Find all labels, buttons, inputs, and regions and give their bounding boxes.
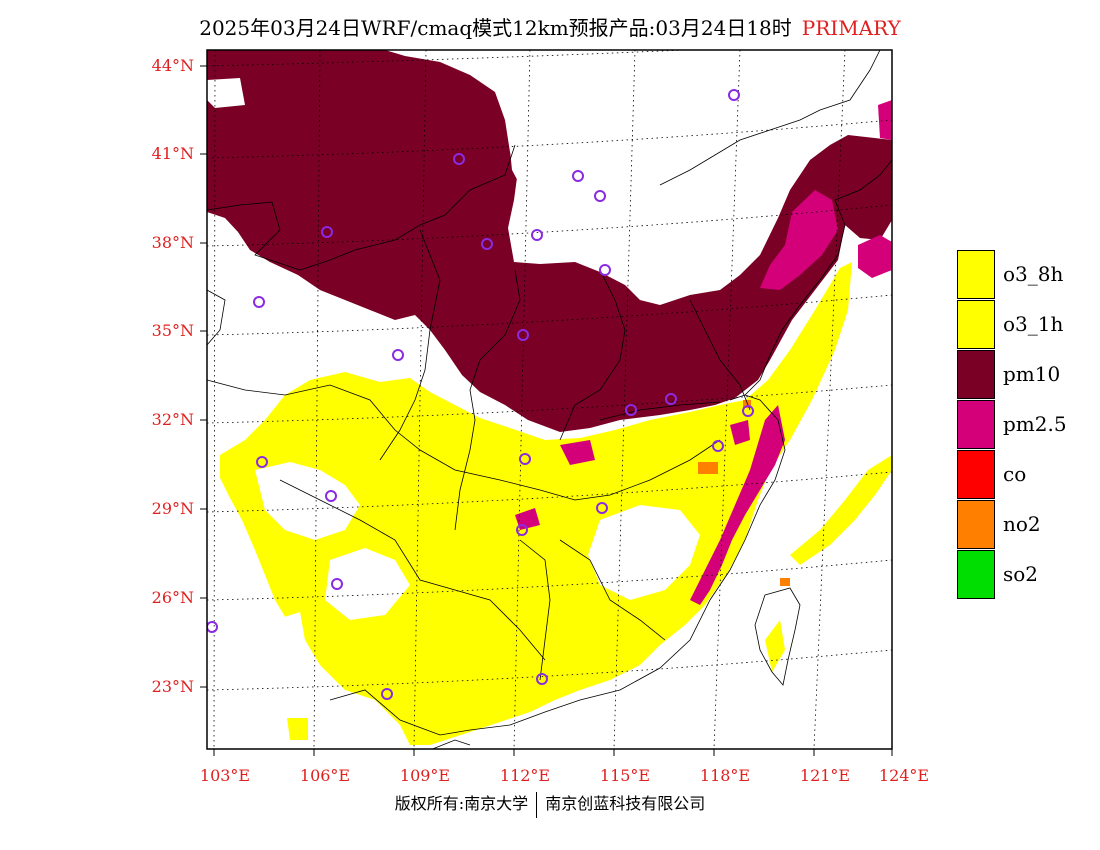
pm10-region [207, 50, 892, 432]
pm25-region-ne [760, 190, 838, 290]
legend-swatch [957, 300, 995, 349]
map-frame [206, 49, 893, 750]
legend-swatch [957, 250, 995, 299]
lat-label: 23°N [151, 677, 194, 696]
legend-label: o3_1h [1003, 312, 1064, 336]
lon-label: 106°E [299, 766, 351, 785]
lat-label: 41°N [151, 144, 194, 163]
legend-swatch [957, 350, 995, 399]
copyright-left: 版权所有:南京大学 [394, 794, 529, 813]
lat-label: 35°N [151, 321, 194, 340]
legend-swatch [957, 400, 995, 449]
lon-label: 124°E [878, 766, 930, 785]
boundaries [207, 50, 892, 749]
legend-label: no2 [1003, 512, 1041, 536]
no2-patch [698, 462, 718, 474]
lat-label: 32°N [151, 410, 194, 429]
ticks [200, 65, 893, 756]
legend-label: so2 [1003, 562, 1039, 586]
lon-label: 112°E [499, 766, 551, 785]
legend-swatch [957, 500, 995, 549]
legend-item: no2 [957, 500, 1097, 550]
copyright-right: 南京创蓝科技有限公司 [545, 794, 706, 813]
legend-item: pm2.5 [957, 400, 1097, 450]
legend-item: so2 [957, 550, 1097, 600]
copyright-separator [536, 791, 538, 818]
lon-label: 103°E [199, 766, 251, 785]
lat-label: 26°N [151, 588, 194, 607]
title-text: 2025年03月24日WRF/cmaq模式12km预报产品:03月24日18时 [199, 16, 792, 40]
legend-item: o3_8h [957, 250, 1097, 300]
title-tag: PRIMARY [801, 16, 901, 40]
lon-label: 118°E [699, 766, 751, 785]
legend-label: pm2.5 [1003, 412, 1067, 436]
legend-item: o3_1h [957, 300, 1097, 350]
lat-label: 44°N [151, 56, 194, 75]
legend-item: co [957, 450, 1097, 500]
pm25-region-coast [690, 405, 785, 605]
map-title: 2025年03月24日WRF/cmaq模式12km预报产品:03月24日18时 P… [0, 12, 1100, 41]
lat-label: 38°N [151, 233, 194, 252]
legend-swatch [957, 550, 995, 599]
lon-label: 109°E [399, 766, 451, 785]
lat-label: 29°N [151, 499, 194, 518]
o3-region-south [220, 262, 852, 745]
legend-swatch [957, 450, 995, 499]
legend-label: pm10 [1003, 362, 1061, 386]
legend-label: co [1003, 462, 1027, 486]
legend-item: pm10 [957, 350, 1097, 400]
site-markers [207, 89, 754, 700]
lon-label: 121°E [799, 766, 851, 785]
legend-label: o3_8h [1003, 262, 1064, 286]
legend: o3_8h o3_1h pm10 pm2.5 co no2 so2 [957, 250, 1097, 600]
copyright: 版权所有:南京大学 南京创蓝科技有限公司 [0, 790, 1100, 818]
lon-label: 115°E [599, 766, 651, 785]
